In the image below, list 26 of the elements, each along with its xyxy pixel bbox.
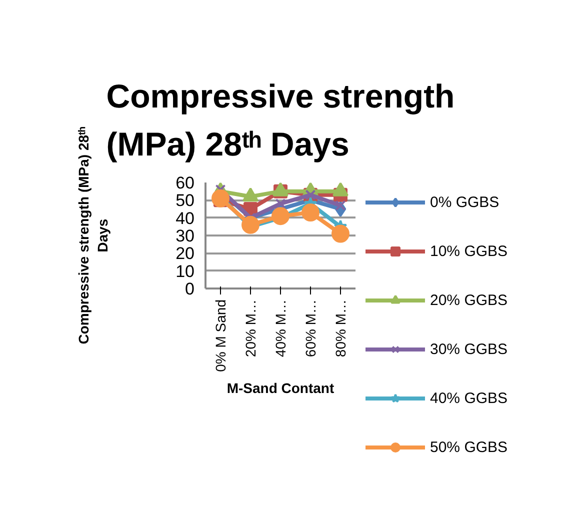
- point: [302, 204, 320, 222]
- legend-label: 30% GGBS: [430, 340, 508, 358]
- point: [332, 224, 350, 243]
- point: [335, 200, 346, 211]
- legend-label: 50% GGBS: [430, 438, 508, 456]
- y-tick-label: 20: [176, 244, 195, 264]
- x-axis-title: M-Sand Contant: [226, 380, 334, 396]
- x-tick-label: 80% M…: [332, 299, 348, 358]
- point: [272, 207, 290, 226]
- x-tick-label: 60% M…: [302, 299, 318, 358]
- legend-label: 20% GGBS: [430, 292, 508, 308]
- x-tick-label: 20% M…: [242, 299, 258, 358]
- point: [275, 198, 286, 209]
- y-tick-label: 40: [176, 208, 195, 228]
- point: [212, 189, 230, 208]
- y-tick-label: 10: [176, 262, 195, 281]
- point: [242, 216, 260, 234]
- legend-label: 40% GGBS: [430, 390, 508, 406]
- legend-label: 10% GGBS: [430, 242, 508, 260]
- x-tick-label: 40% M…: [272, 299, 288, 358]
- y-tick-label: 30: [176, 226, 195, 246]
- y-tick-label: 0: [185, 280, 195, 298]
- y-tick-label: 50: [176, 191, 195, 210]
- legend-label: 0% GGBS: [430, 194, 500, 210]
- x-tick-label: 0% M Sand: [212, 299, 228, 372]
- y-tick-label: 60: [176, 174, 195, 192]
